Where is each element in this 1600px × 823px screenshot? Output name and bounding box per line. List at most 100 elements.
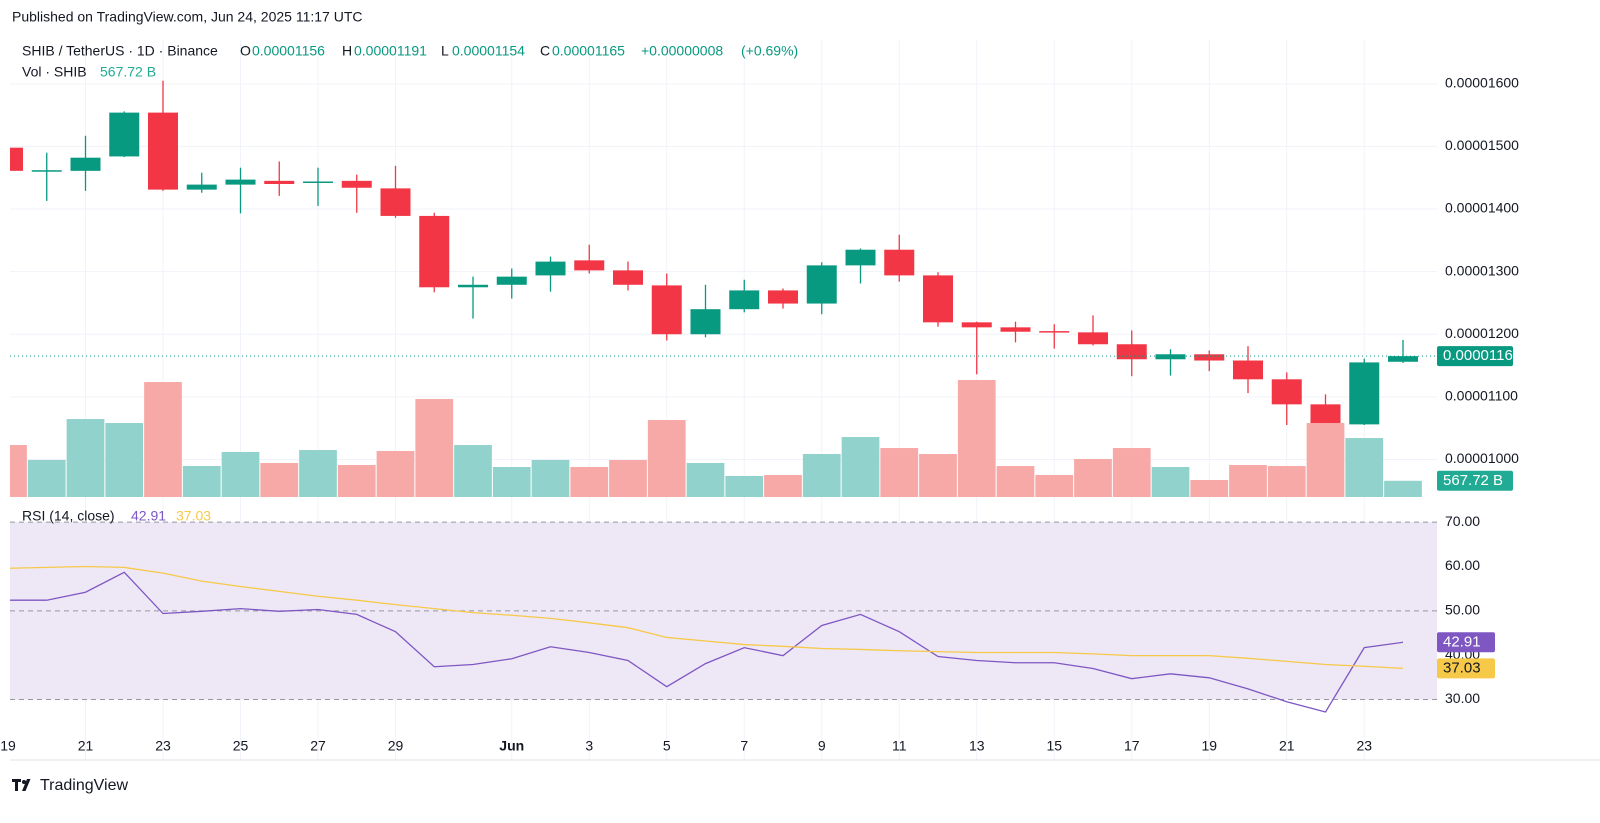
- volume-bar: [647, 420, 686, 497]
- candle-body: [923, 275, 953, 323]
- rsi-tag: 42.91: [1443, 633, 1481, 650]
- candle-body: [1078, 332, 1108, 345]
- volume-bar: [415, 399, 454, 497]
- volume-bar: [609, 460, 647, 497]
- y-tick-label: 0.00001100: [1445, 388, 1518, 404]
- legend-value: H: [342, 43, 352, 59]
- brand-name: TradingView: [40, 777, 128, 794]
- rsi-tick-label: 60.00: [1445, 557, 1480, 573]
- candle-body: [1233, 360, 1263, 380]
- price-tag: 0.00001165: [1443, 347, 1521, 364]
- candle-body: [613, 270, 643, 285]
- y-tick-label: 0.00001300: [1445, 262, 1519, 278]
- rsi-ma-legend-value: 37.03: [176, 508, 211, 524]
- volume-tag: 567.72 B: [1443, 472, 1503, 489]
- candle-body: [1000, 327, 1031, 332]
- y-tick-label: 0.00001500: [1445, 137, 1519, 153]
- rsi-tag-bg: [1437, 632, 1495, 653]
- brand: TradingView: [12, 777, 128, 794]
- legend-value: 0.00001165: [552, 43, 625, 59]
- candle-body: [1194, 354, 1225, 361]
- x-tick-label: 13: [969, 738, 985, 754]
- x-tick-label: 21: [1279, 738, 1295, 754]
- volume-bar: [1074, 459, 1112, 497]
- volume-bar: [1384, 480, 1422, 497]
- volume-bar: [66, 419, 105, 497]
- x-tick-label: Jun: [499, 738, 524, 754]
- volume-bar: [260, 463, 299, 497]
- x-tick-label: 5: [663, 738, 671, 754]
- y-tick-label: 0.00001600: [1445, 75, 1519, 91]
- x-tick-label: 19: [0, 738, 16, 754]
- x-tick-label: 3: [585, 738, 593, 754]
- x-tick-label: 25: [233, 738, 249, 754]
- price-tag-bg: [1437, 346, 1513, 367]
- x-tick-label: 29: [388, 738, 404, 754]
- legend-value: +0.00000008: [641, 43, 723, 59]
- candle-body: [186, 184, 217, 190]
- candle-body: [1039, 331, 1070, 333]
- x-tick-label: 15: [1046, 738, 1062, 754]
- candle-body: [574, 260, 605, 271]
- legend-value: 0.00001156: [252, 43, 325, 59]
- volume-title: Vol · SHIB: [22, 64, 87, 80]
- candle-body: [535, 261, 566, 276]
- y-tick-label: 0.00001000: [1445, 450, 1519, 466]
- x-tick-label: 11: [892, 738, 907, 754]
- x-tick-label: 27: [310, 738, 326, 754]
- candle-body: [651, 285, 682, 335]
- candle-body: [1116, 344, 1147, 360]
- x-tick-label: 19: [1201, 738, 1217, 754]
- plot-area: [10, 40, 1437, 760]
- volume-bar: [531, 460, 570, 497]
- volume-bar: [10, 445, 27, 497]
- volume-bar: [27, 460, 66, 497]
- volume-bar: [570, 467, 609, 497]
- legend-value: (+0.69%): [741, 43, 798, 59]
- volume-bar: [492, 467, 531, 497]
- x-tick-label: 23: [155, 738, 171, 754]
- volume-legend-value: 567.72 B: [100, 64, 156, 80]
- brand-logo-dot: [22, 780, 26, 784]
- candle-body: [1155, 354, 1186, 360]
- rsi-line: [10, 565, 1404, 670]
- candle-body: [884, 249, 915, 276]
- candle-body: [264, 180, 295, 184]
- volume-bar: [802, 454, 841, 497]
- candle-body: [225, 179, 256, 185]
- rsi-tick-label: 30.00: [1445, 690, 1480, 706]
- candle-body: [148, 112, 178, 190]
- volume-bar: [454, 445, 492, 497]
- candle-body: [690, 309, 721, 335]
- rsi-tick-label: 70.00: [1445, 513, 1480, 529]
- legend-value: 0.00001154: [452, 43, 525, 59]
- candle-body: [419, 215, 450, 288]
- x-tick-label: 9: [818, 738, 826, 754]
- legend-value: C: [540, 43, 550, 59]
- volume-bar: [880, 448, 919, 497]
- legend-value: O: [240, 43, 251, 59]
- candle-body: [70, 157, 101, 171]
- symbol-title: SHIB / TetherUS · 1D · Binance: [22, 43, 218, 59]
- volume-bar: [957, 380, 996, 497]
- candle-body: [10, 147, 23, 171]
- legend-value: 0.00001191: [354, 43, 427, 59]
- y-tick-label: 0.00001400: [1445, 200, 1519, 216]
- rsi-ma-tag: 37.03: [1443, 659, 1481, 676]
- x-tick-label: 17: [1124, 738, 1140, 754]
- volume-bar: [1112, 448, 1151, 497]
- candle-body: [729, 290, 760, 310]
- volume-bar: [1151, 467, 1190, 497]
- candle-body: [458, 284, 488, 288]
- volume-bar: [1306, 423, 1345, 497]
- rsi-line: [10, 571, 1404, 713]
- volume-bar: [725, 476, 764, 497]
- volume-bar: [1229, 465, 1267, 497]
- candle-body: [1349, 362, 1380, 425]
- candle-body: [1388, 356, 1418, 362]
- volume-tag-bg: [1437, 470, 1513, 491]
- rsi-title: RSI (14, close): [22, 508, 115, 524]
- volume-bar: [919, 454, 957, 497]
- candle-body: [1310, 404, 1341, 425]
